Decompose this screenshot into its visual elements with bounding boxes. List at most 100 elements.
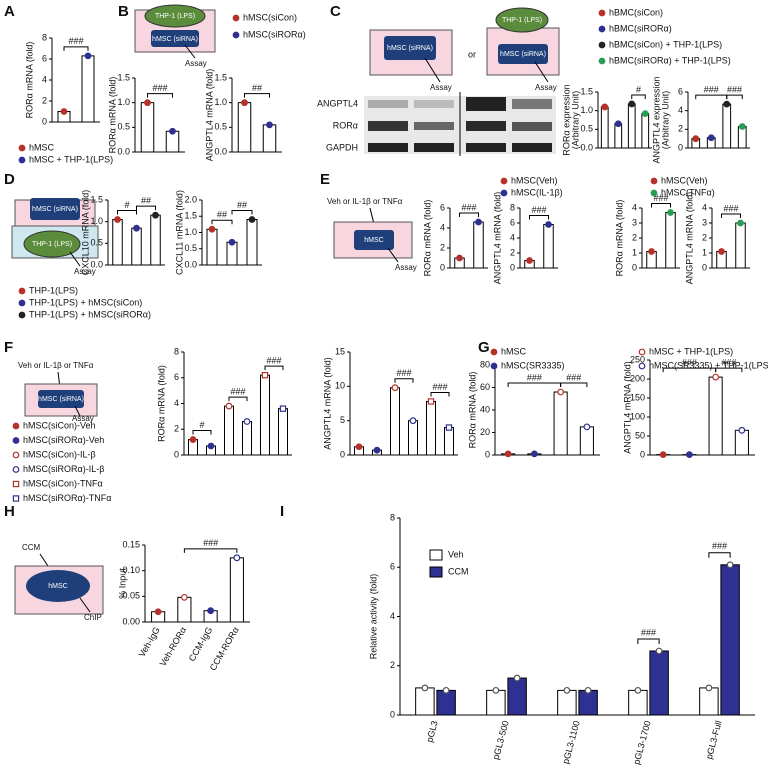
y-tick-label: 2 xyxy=(702,232,707,242)
diagram-text: Assay xyxy=(72,414,94,423)
panel-label: A xyxy=(4,3,15,20)
bar xyxy=(578,689,598,716)
y-tick-label: 0 xyxy=(485,449,490,459)
marker xyxy=(598,25,606,33)
marker xyxy=(114,216,121,223)
bar xyxy=(177,596,192,623)
diagram-text: Assay xyxy=(430,83,452,92)
y-tick-label: 0.0 xyxy=(184,259,197,269)
marker xyxy=(421,684,429,692)
diagram-text: Assay xyxy=(395,263,417,272)
bar xyxy=(81,55,95,123)
marker xyxy=(598,9,606,17)
y-tick-label: 1.0 xyxy=(580,105,593,115)
legend-swatch xyxy=(429,549,443,561)
bar xyxy=(408,420,418,456)
sig-label: ### xyxy=(712,541,727,551)
y-tick-label: 1.5 xyxy=(580,86,593,96)
y-axis-title: Relative activity (fold) xyxy=(368,574,378,660)
bar xyxy=(390,387,400,456)
legend-label: hMSC + THP-1(LPS) xyxy=(649,346,733,356)
marker xyxy=(169,127,176,135)
marker xyxy=(409,417,417,425)
legend-label: THP-1(LPS) + hMSC(siRORα) xyxy=(29,309,151,319)
marker xyxy=(685,451,693,459)
cell-thp1 xyxy=(23,230,81,258)
y-axis-title: ANGPTL4 mRNA (fold) xyxy=(684,192,694,285)
marker xyxy=(707,134,715,142)
y-tick-label: 2 xyxy=(510,247,515,257)
marker xyxy=(634,686,642,694)
bar xyxy=(628,689,648,716)
y-tick-label: 2 xyxy=(440,242,445,252)
bar xyxy=(665,212,676,269)
y-axis-title: % Input xyxy=(117,568,127,599)
bar xyxy=(699,687,719,716)
y-tick-label: 0 xyxy=(42,116,47,126)
sig-label: ### xyxy=(566,372,581,382)
diagram-text: Assay xyxy=(74,267,96,276)
y-tick-label: 0.05 xyxy=(122,591,140,601)
legend-swatch xyxy=(429,566,443,578)
x-tick-label: pGL3 xyxy=(424,720,439,744)
marker xyxy=(84,52,92,60)
marker xyxy=(737,219,744,227)
legend-label: hMSC(TNFα) xyxy=(661,187,715,197)
blot-label: ANGPTL4 xyxy=(317,98,358,108)
sig-label: ### xyxy=(727,85,742,95)
y-tick-label: 1.0 xyxy=(214,97,227,107)
y-tick-label: 10 xyxy=(335,381,345,391)
band xyxy=(466,121,506,131)
diagram-text: THP-1 (LPS) xyxy=(32,241,72,248)
marker xyxy=(614,120,622,128)
y-tick-label: 0 xyxy=(632,262,637,272)
y-tick-label: 1.5 xyxy=(184,211,197,221)
y-axis-title: RORα mRNA (fold) xyxy=(614,200,624,277)
sig-bracket xyxy=(231,210,253,215)
legend-label: THP-1(LPS) xyxy=(29,285,78,295)
marker xyxy=(530,450,538,458)
marker xyxy=(228,238,236,246)
marker xyxy=(583,423,591,431)
bar xyxy=(722,103,732,149)
legend-label: hMSC(siRORα)-Veh xyxy=(23,435,104,445)
marker xyxy=(723,100,731,108)
marker xyxy=(225,402,233,410)
y-tick-label: 8 xyxy=(390,512,395,522)
y-tick-label: 0.0 xyxy=(90,259,103,269)
sig-label: ## xyxy=(252,83,262,93)
arrow xyxy=(534,61,549,83)
y-tick-label: 4 xyxy=(440,222,445,232)
y-axis-title: (Arbitrary Unit) xyxy=(570,91,580,150)
legend-label: hMSC(siCon)-TNFα xyxy=(23,478,103,488)
bar xyxy=(237,102,252,153)
bar xyxy=(226,241,238,266)
sig-label: ### xyxy=(653,193,668,203)
marker xyxy=(144,99,151,107)
diagram-text: Veh or IL-1β or TNFα xyxy=(18,361,94,370)
y-tick-label: 50 xyxy=(635,430,645,440)
y-tick-label: 2 xyxy=(42,95,47,105)
sig-bracket xyxy=(560,382,588,387)
diagram-text: hMSC (siRNA) xyxy=(32,206,78,213)
diagram-text: Assay xyxy=(535,83,557,92)
legend-label: hMSC(siRORα) xyxy=(243,29,306,39)
marker xyxy=(655,647,663,655)
bar xyxy=(242,421,252,456)
y-tick-label: 0.0 xyxy=(214,146,227,156)
marker xyxy=(355,443,363,451)
sig-bracket xyxy=(430,391,450,397)
diagram-text: hMSC (siRNA) xyxy=(152,36,198,43)
y-tick-label: 8 xyxy=(42,32,47,42)
sig-label: ### xyxy=(461,202,476,212)
band xyxy=(512,122,552,131)
cell-hmsc xyxy=(26,570,90,602)
band xyxy=(368,143,408,152)
sig-bracket xyxy=(244,93,270,98)
y-tick-label: 1.0 xyxy=(90,216,103,226)
y-tick-label: 20 xyxy=(480,427,490,437)
bar xyxy=(543,224,554,269)
y-axis-title: ANGPTL4 mRNA (fold) xyxy=(622,361,632,454)
sig-bracket xyxy=(715,367,743,373)
bar xyxy=(486,689,506,716)
